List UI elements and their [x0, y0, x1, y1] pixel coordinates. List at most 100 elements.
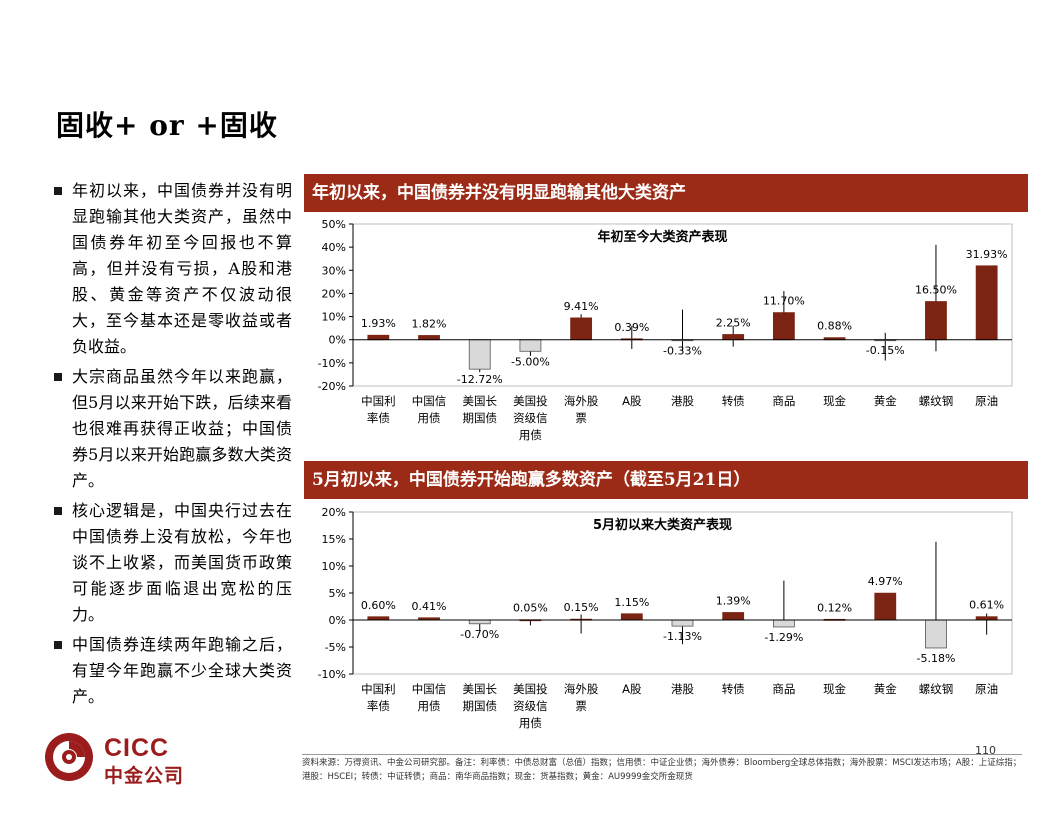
- data-label: 0.61%: [969, 599, 1004, 612]
- chart2-banner: 5月初以来，中国债券开始跑赢多数资产（截至5月21日）: [304, 461, 1028, 499]
- bullet-text: 中国债券连续两年跑输之后，有望今年跑赢不少全球大类资产。: [72, 635, 292, 706]
- data-bar: [925, 301, 947, 341]
- data-label: -5.00%: [511, 355, 550, 368]
- category-label: 资级信: [513, 699, 548, 713]
- data-bar: [722, 334, 745, 341]
- bullet-item: 中国债券连续两年跑输之后，有望今年跑赢不少全球大类资产。: [52, 632, 292, 710]
- category-label: 港股: [671, 394, 694, 408]
- category-label: 黄金: [874, 394, 897, 408]
- data-label: 9.41%: [564, 300, 599, 313]
- chart1-banner: 年初以来，中国债券并没有明显跑输其他大类资产: [304, 174, 1028, 212]
- bullet-square-icon: [54, 187, 62, 195]
- category-label: 原油: [975, 682, 998, 696]
- y-tick-label: 10%: [322, 311, 346, 324]
- category-label: 率债: [367, 411, 390, 425]
- data-bar: [620, 613, 643, 621]
- chart-title: 5月初以来大类资产表现: [593, 517, 732, 533]
- data-bar: [418, 335, 440, 341]
- data-label: -12.72%: [457, 373, 503, 386]
- data-bar: [722, 612, 745, 621]
- category-label: 美国长: [462, 682, 497, 696]
- category-label: 转债: [722, 682, 745, 696]
- category-label: 螺纹钢: [919, 682, 954, 696]
- data-bar: [671, 619, 694, 627]
- data-label: -1.13%: [663, 630, 702, 643]
- category-label: 期国债: [462, 411, 497, 425]
- category-label: 票: [575, 411, 587, 425]
- category-label: 美国长: [462, 394, 497, 408]
- logo-text-en: CICC: [104, 734, 170, 762]
- y-tick-label: 10%: [322, 560, 346, 573]
- bullet-item: 大宗商品虽然今年以来跑赢，但5月以来开始下跌，后续来看也很难再获得正收益；中国债…: [52, 364, 292, 494]
- y-tick-label: 15%: [322, 533, 346, 546]
- category-label: 螺纹钢: [919, 394, 954, 408]
- data-bar: [468, 619, 491, 625]
- y-tick-label: -20%: [318, 380, 346, 393]
- category-label: 中国利: [361, 394, 396, 408]
- category-label: 美国投: [513, 682, 548, 696]
- data-label: 0.41%: [412, 600, 447, 613]
- category-label: 用债: [519, 716, 542, 730]
- data-label: 0.60%: [361, 599, 396, 612]
- category-label: 海外股: [564, 394, 599, 408]
- chart-ytd: -20% -10% 0% 10% 20% 30% 40% 50% 年初至今大类资产表现 1.93%…: [300, 214, 1028, 454]
- data-label: 1.39%: [716, 594, 751, 607]
- category-label: 转债: [722, 394, 745, 408]
- data-label: 2.25%: [716, 317, 751, 330]
- category-label: 期国债: [462, 699, 497, 713]
- data-label: 31.93%: [966, 248, 1008, 261]
- chart-ytd-svg: -20% -10% 0% 10% 20% 30% 40% 50% 年初至今大类资产表现 1.93%…: [318, 218, 1013, 442]
- cicc-logo: CICC 中金公司: [44, 732, 204, 788]
- data-label: 0.05%: [513, 602, 548, 615]
- y-tick-label: -10%: [318, 668, 346, 681]
- category-label: 资级信: [513, 411, 548, 425]
- source-note: 资料来源：万得资讯、中金公司研究部。备注：利率债：中债总财富（总值）指数；信用债…: [302, 754, 1022, 784]
- category-label: 港股: [671, 682, 694, 696]
- data-label: -0.33%: [663, 344, 702, 357]
- page-number: 110: [975, 744, 996, 757]
- category-label: 黄金: [874, 682, 897, 696]
- data-label: -0.70%: [460, 628, 499, 641]
- category-label: 率债: [367, 699, 390, 713]
- category-label: 现金: [823, 682, 846, 696]
- data-label: -0.15%: [866, 344, 905, 357]
- page-title: 固收+ or +固收: [56, 109, 278, 142]
- data-bar: [975, 265, 998, 341]
- data-label: 1.93%: [361, 317, 396, 330]
- data-label: -5.18%: [917, 652, 956, 665]
- plot-area-frame: [352, 511, 1013, 675]
- category-label: 中国利: [361, 682, 396, 696]
- y-tick-label: 0%: [329, 334, 346, 347]
- data-label: -1.29%: [764, 631, 803, 644]
- data-label: 4.97%: [868, 575, 903, 588]
- data-bar: [519, 339, 542, 352]
- bullet-list: 年初以来，中国债券并没有明显跑输其他大类资产，虽然中国债券年初至今回报也不算高，…: [52, 178, 292, 714]
- data-label: 0.12%: [817, 601, 852, 614]
- category-label: 中国信: [412, 394, 447, 408]
- logo-text-cn: 中金公司: [104, 765, 185, 787]
- plot-area-frame: [352, 223, 1013, 387]
- category-label: 用债: [418, 699, 441, 713]
- data-label: 0.15%: [564, 601, 599, 614]
- data-bar: [772, 619, 795, 628]
- category-label: 用债: [519, 428, 542, 442]
- y-tick-label: 0%: [329, 614, 346, 627]
- category-label: A股: [622, 394, 642, 408]
- cicc-logo-icon: [45, 733, 93, 781]
- bullet-item: 核心逻辑是，中国央行过去在中国债券上没有放松，今年也谈不上收紧，而美国货币政策可…: [52, 498, 292, 628]
- y-tick-label: 50%: [322, 218, 346, 231]
- data-label: 16.50%: [915, 284, 957, 297]
- bullet-item: 年初以来，中国债券并没有明显跑输其他大类资产，虽然中国债券年初至今回报也不算高，…: [52, 178, 292, 360]
- bullet-square-icon: [54, 507, 62, 515]
- data-label: 1.82%: [412, 318, 447, 331]
- y-tick-label: 30%: [322, 264, 346, 277]
- data-label: 0.39%: [614, 321, 649, 334]
- data-label: 11.70%: [763, 295, 805, 308]
- data-bar: [874, 592, 897, 621]
- data-bar: [468, 339, 491, 370]
- category-label: 中国信: [412, 682, 447, 696]
- data-bar: [925, 619, 947, 649]
- y-tick-label: -5%: [325, 641, 346, 654]
- category-label: 票: [575, 699, 587, 713]
- data-label: 0.88%: [817, 320, 852, 333]
